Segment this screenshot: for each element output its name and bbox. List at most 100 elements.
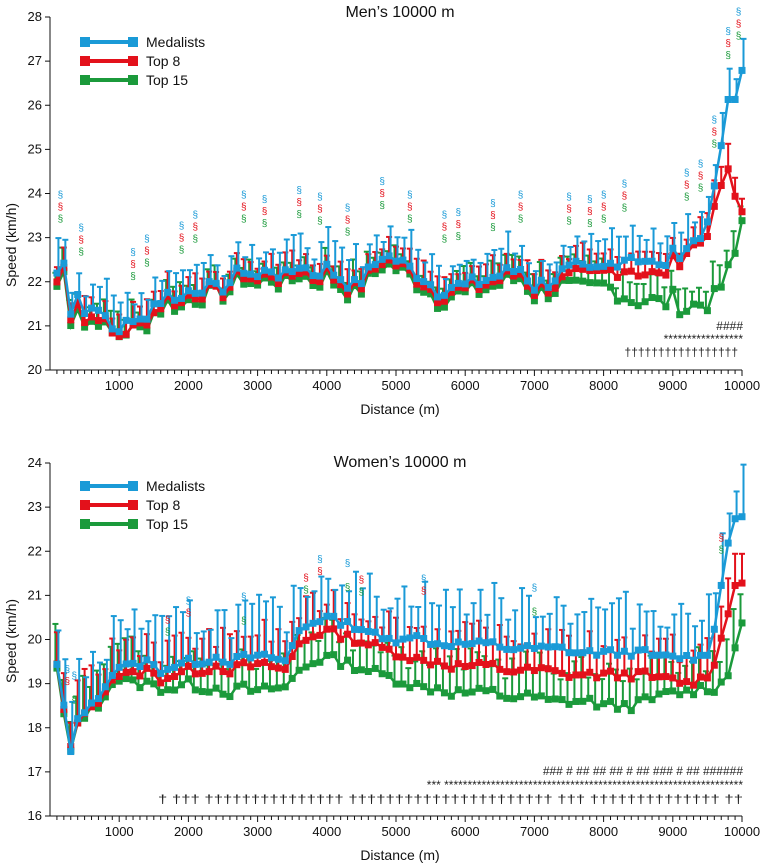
mens-point-top15 [717,283,725,291]
mens-point-top15 [461,288,469,296]
mens-point-top15 [440,303,448,311]
mens-point-top15 [337,285,345,293]
womens-point-medalists [122,660,130,668]
mens-x-tick-label: 3000 [243,378,272,393]
womens-point-top8 [434,657,442,665]
womens-point-top8 [537,664,545,672]
womens-point-top8 [440,662,448,670]
womens-chart-title: Women’s 10000 m [334,454,467,471]
womens-point-top8 [420,656,428,664]
womens-point-top15 [337,662,345,670]
mens-point-top15 [267,278,275,286]
womens-point-top8 [703,674,711,682]
mens-legend-medalists: Medalists [80,34,205,50]
womens-section-mark: § [345,559,351,570]
womens-point-top15 [586,694,594,702]
mens-point-top15 [572,276,580,284]
mens-point-medalists [586,263,594,271]
womens-legend-top15-label: Top 15 [146,516,188,532]
mens-point-top8 [122,330,130,338]
mens-point-top8 [683,249,691,257]
mens-section-mark: § [622,203,628,214]
mens-point-top8 [164,292,172,300]
mens-point-medalists [108,325,116,333]
womens-point-top15 [150,680,158,688]
womens-section-mark: § [532,607,538,618]
womens-point-medalists [302,623,310,631]
mens-point-medalists [350,276,358,284]
womens-legend-medalists: Medalists [80,478,205,494]
mens-point-medalists [468,273,476,281]
mens-section-mark: § [317,204,323,215]
womens-point-medalists [53,660,61,668]
mens-point-medalists [122,316,130,324]
womens-point-medalists [420,635,428,643]
womens-point-medalists [683,652,691,660]
mens-section-mark: § [78,235,84,246]
mens-y-tick-label: 20 [28,362,42,377]
womens-point-top15 [710,688,718,696]
womens-point-medalists [503,645,511,653]
womens-x-tick-label: 7000 [520,824,549,839]
mens-point-top8 [440,297,448,305]
womens-point-top8 [323,625,331,633]
mens-section-mark: § [58,202,64,213]
mens-point-medalists [572,257,580,265]
mens-point-top8 [157,305,165,313]
womens-section-mark: § [71,695,77,706]
womens-point-top8 [461,662,469,670]
mens-point-top15 [198,301,206,309]
mens-point-top15 [399,263,407,271]
womens-point-top8 [288,653,296,661]
mens-point-top15 [607,283,615,291]
mens-section-mark: § [455,220,461,231]
mens-section-mark: § [407,214,413,225]
womens-point-top15 [240,680,248,688]
womens-point-medalists [191,660,199,668]
womens-point-top15 [191,686,199,694]
womens-point-medalists [461,640,469,648]
mens-point-top15 [496,281,504,289]
womens-point-top15 [683,686,691,694]
womens-y-tick-label: 19 [28,676,42,691]
womens-point-medalists [544,643,552,651]
mens-point-top15 [371,270,379,278]
womens-point-top8 [641,667,649,675]
mens-point-top8 [655,269,663,277]
womens-legend-top8: Top 8 [80,497,180,513]
mens-point-top8 [648,268,656,276]
mens-section-mark: § [601,190,607,201]
mens-point-top15 [406,270,414,278]
womens-section-mark: § [345,583,351,594]
mens-section-mark: § [193,210,199,221]
womens-section-mark: § [359,587,365,598]
womens-point-medalists [600,647,608,655]
mens-star-row: ***************** [664,332,744,346]
mens-point-medalists [627,253,635,261]
mens-axes: 20 21 22 23 24 25 26 27 28 1000 2000 3000 4000 5000 60… [28,9,761,393]
womens-point-top8 [503,668,511,676]
womens-point-top15 [434,684,442,692]
womens-point-top15 [171,686,179,694]
mens-section-mark: § [566,192,572,203]
mens-point-top8 [579,265,587,273]
mens-point-top8 [198,295,206,303]
mens-point-top15 [482,286,490,294]
mens-point-top15 [171,307,179,315]
mens-point-top8 [88,313,96,321]
womens-point-top8 [364,641,372,649]
mens-section-mark: § [193,234,199,245]
womens-axes: 16 17 18 19 20 21 22 23 24 1000 2000 3000 4000 5000 60… [28,455,761,839]
mens-legend-top8: Top 8 [80,53,180,69]
mens-point-medalists [254,273,262,281]
mens-point-medalists [150,300,158,308]
womens-point-top8 [177,668,185,676]
mens-point-top8 [690,241,698,249]
womens-point-medalists [738,513,746,521]
womens-point-medalists [212,653,220,661]
mens-point-top8 [565,269,573,277]
womens-point-top8 [683,678,691,686]
womens-point-top8 [496,665,504,673]
womens-point-top8 [600,669,608,677]
womens-point-top15 [177,681,185,689]
